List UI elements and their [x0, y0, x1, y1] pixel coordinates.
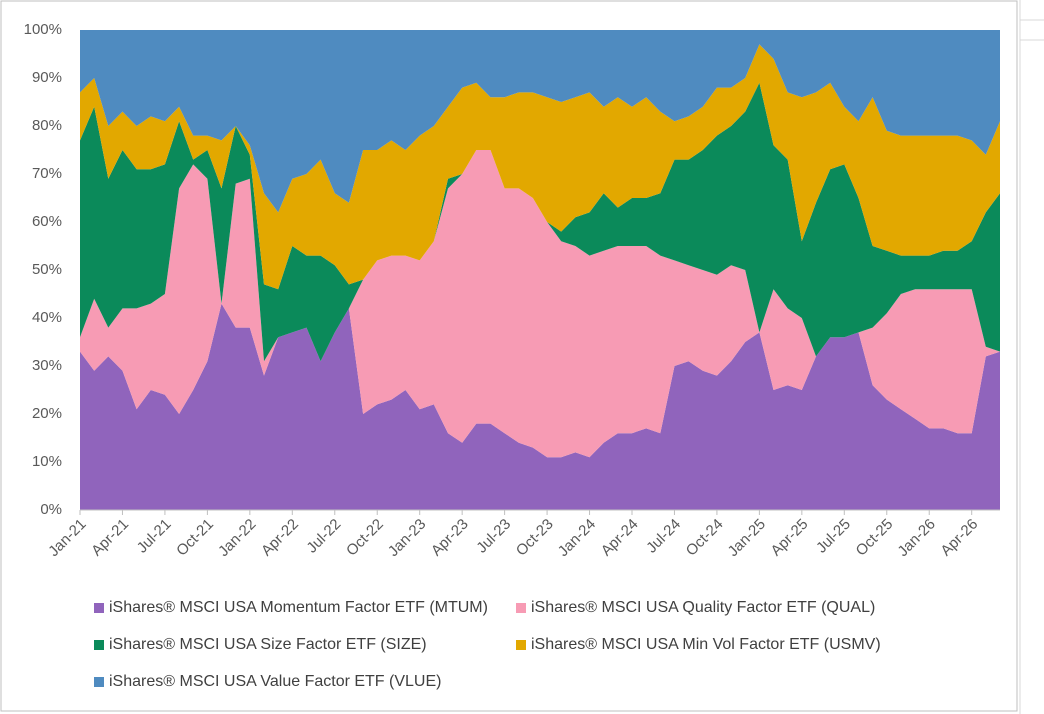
legend-swatch: [94, 640, 104, 650]
y-tick-label: 40%: [32, 309, 62, 326]
legend-swatch: [94, 677, 104, 687]
area: [80, 30, 1000, 213]
legend-swatch: [516, 640, 526, 650]
y-tick-label: 70%: [32, 165, 62, 182]
y-tick-label: 10%: [32, 453, 62, 470]
area: [80, 82, 1000, 362]
area: [80, 150, 1000, 458]
y-tick-label: 60%: [32, 213, 62, 230]
legend-label: iShares® MSCI USA Quality Factor ETF (QU…: [531, 599, 875, 616]
legend-label: iShares® MSCI USA Size Factor ETF (SIZE): [109, 636, 427, 653]
y-tick-label: 80%: [32, 117, 62, 134]
legend-label: iShares® MSCI USA Value Factor ETF (VLUE…: [109, 673, 441, 690]
y-tick-label: 50%: [32, 261, 62, 278]
y-tick-label: 20%: [32, 405, 62, 422]
y-tick-label: 0%: [40, 501, 62, 518]
sheet-grid: [1019, 0, 1044, 714]
legend-swatch: [516, 603, 526, 613]
y-tick-label: 90%: [32, 69, 62, 86]
legend-label: iShares® MSCI USA Min Vol Factor ETF (US…: [531, 636, 881, 653]
legend-label: iShares® MSCI USA Momentum Factor ETF (M…: [109, 599, 488, 616]
y-tick-label: 30%: [32, 357, 62, 374]
area: [80, 303, 1000, 510]
legend-swatch: [94, 603, 104, 613]
area: [80, 44, 1000, 290]
y-tick-label: 100%: [24, 21, 62, 38]
